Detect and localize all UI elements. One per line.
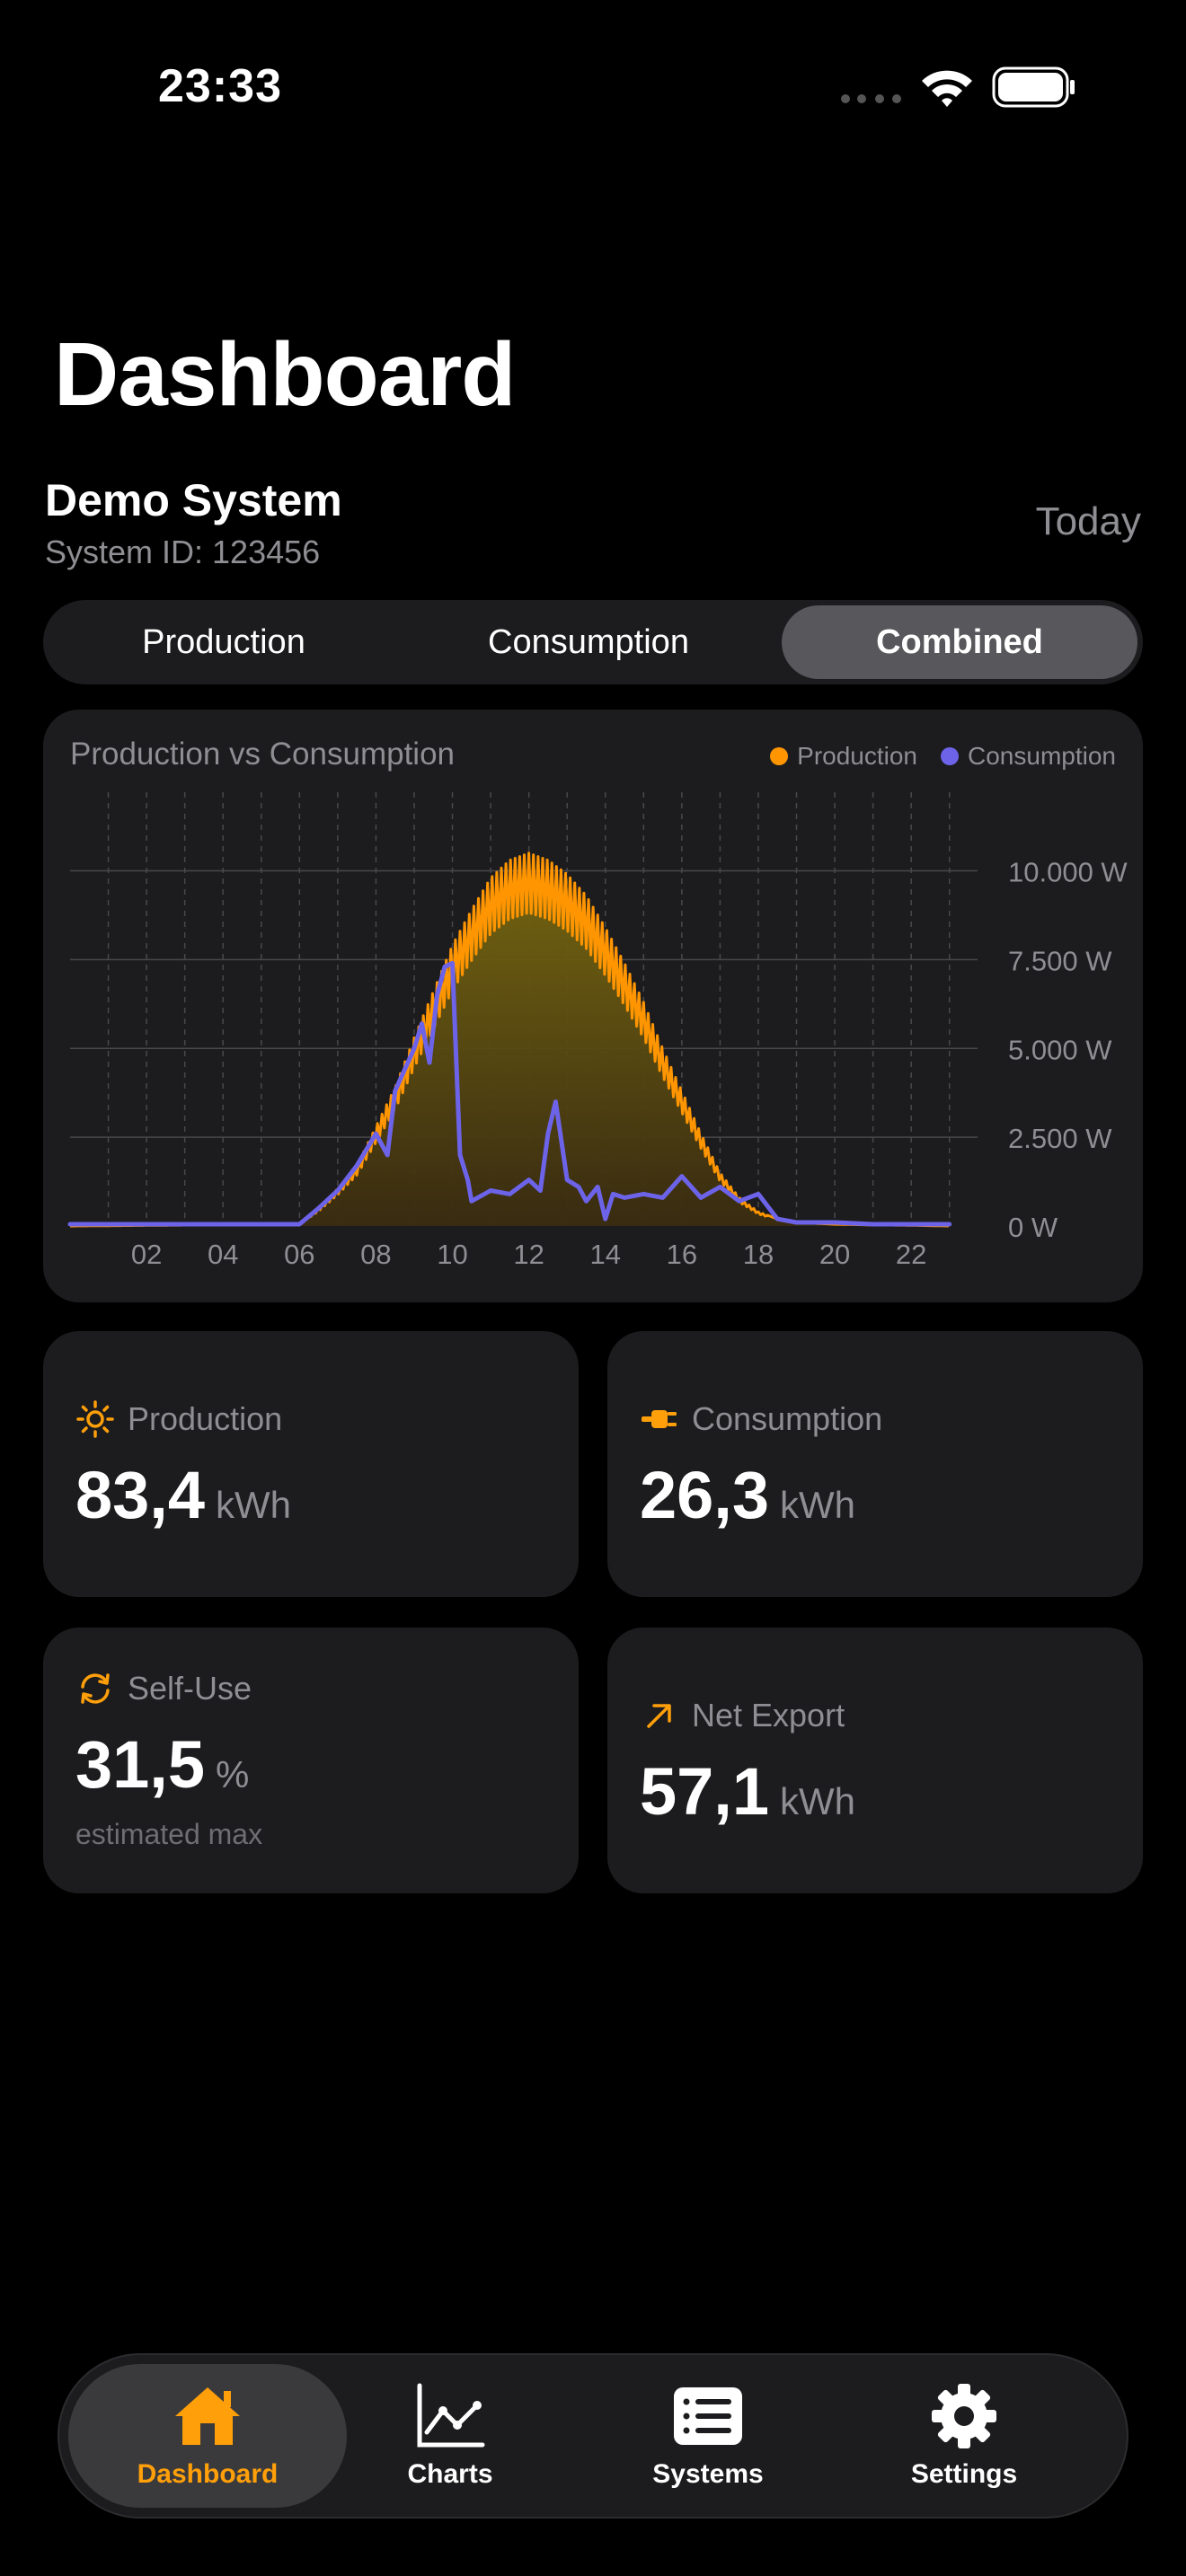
self-use-stat-label-row: Self-Use bbox=[75, 1669, 252, 1708]
consumption-stat-value-row: 26,3 kWh bbox=[640, 1457, 855, 1533]
arrow-up-right-icon bbox=[647, 1704, 671, 1728]
consumption-stat-card[interactable]: Consumption 26,3 kWh bbox=[607, 1331, 1143, 1597]
chart-card: 0 W 2.500 W 5.000 W 7.500 W 10.000 W 02 04 06 08… bbox=[43, 710, 1143, 1302]
x-tick-label: 08 bbox=[360, 1239, 391, 1270]
x-tick-label: 18 bbox=[743, 1239, 774, 1270]
production-stat-value: 83,4 bbox=[75, 1458, 206, 1532]
consumption-stat-label: Consumption bbox=[692, 1400, 883, 1437]
x-tick-label: 10 bbox=[437, 1239, 467, 1270]
net-export-stat-label-row: Net Export bbox=[640, 1696, 845, 1735]
self-use-stat-value-row: 31,5 % bbox=[75, 1726, 249, 1803]
production-stat-value-row: 83,4 kWh bbox=[75, 1457, 291, 1533]
net-export-stat-unit: kWh bbox=[780, 1780, 856, 1822]
tab-charts-label: Charts bbox=[407, 2459, 493, 2489]
y-tick-label: 2.500 W bbox=[1008, 1123, 1112, 1154]
x-tick-label: 04 bbox=[208, 1239, 238, 1270]
y-tick-label: 10.000 W bbox=[1008, 857, 1128, 888]
self-use-stat-value: 31,5 bbox=[75, 1727, 206, 1802]
period-selector[interactable]: Today bbox=[1035, 499, 1141, 543]
consumption-stat-label-row: Consumption bbox=[640, 1399, 882, 1439]
consumption-stat-value: 26,3 bbox=[640, 1458, 770, 1532]
consumption-line bbox=[67, 960, 952, 1227]
legend-consumption-label: Consumption bbox=[968, 742, 1116, 770]
production-consumption-chart: 0 W 2.500 W 5.000 W 7.500 W 10.000 W 02 04 06 08… bbox=[67, 792, 1128, 1270]
net-export-stat-label: Net Export bbox=[692, 1697, 845, 1734]
page-title: Dashboard bbox=[54, 324, 516, 425]
production-stat-unit: kWh bbox=[216, 1484, 292, 1526]
production-stat-card[interactable]: Production 83,4 kWh bbox=[43, 1331, 579, 1597]
legend-production: Production bbox=[770, 742, 917, 771]
status-bar: 23:33 bbox=[0, 0, 1186, 171]
tab-systems[interactable]: Systems bbox=[587, 2364, 829, 2508]
net-export-stat-value-row: 57,1 kWh bbox=[640, 1753, 855, 1830]
tab-dashboard[interactable]: Dashboard bbox=[68, 2364, 347, 2508]
y-tick-label: 7.500 W bbox=[1008, 945, 1112, 976]
production-stat-label-row: Production bbox=[75, 1399, 282, 1439]
tab-systems-label: Systems bbox=[652, 2459, 764, 2489]
list-icon bbox=[674, 2387, 742, 2445]
consumption-stat-unit: kWh bbox=[780, 1484, 856, 1526]
x-tick-label: 06 bbox=[284, 1239, 314, 1270]
status-time: 23:33 bbox=[158, 60, 282, 112]
wifi-icon bbox=[922, 70, 972, 107]
self-use-stat-unit: % bbox=[216, 1753, 250, 1795]
self-use-stat-label: Self-Use bbox=[128, 1670, 252, 1707]
x-tick-label: 14 bbox=[590, 1239, 621, 1270]
legend-consumption-dot bbox=[941, 747, 960, 765]
y-tick-label: 0 W bbox=[1008, 1212, 1058, 1243]
x-tick-label: 22 bbox=[896, 1239, 926, 1270]
production-area bbox=[70, 852, 950, 1226]
self-use-stat-card[interactable]: Self-Use 31,5 % estimated max bbox=[43, 1628, 579, 1893]
system-id: System ID: 123456 bbox=[45, 534, 321, 570]
plug-icon bbox=[642, 1410, 677, 1428]
x-tick-label: 20 bbox=[819, 1239, 850, 1270]
system-name: Demo System bbox=[45, 475, 342, 525]
tab-settings[interactable]: Settings bbox=[843, 2364, 1085, 2508]
net-export-stat-card[interactable]: Net Export 57,1 kWh bbox=[607, 1628, 1143, 1893]
sun-icon bbox=[76, 1400, 114, 1438]
line-chart-icon bbox=[417, 2383, 485, 2448]
chart-legend: Production Consumption bbox=[770, 742, 1116, 771]
net-export-stat-value: 57,1 bbox=[640, 1754, 770, 1829]
tab-bar: Dashboard Charts Systems bbox=[58, 2353, 1128, 2519]
segment-production[interactable]: Production bbox=[142, 622, 305, 661]
segment-consumption[interactable]: Consumption bbox=[488, 622, 689, 661]
refresh-icon bbox=[81, 1673, 110, 1704]
legend-consumption: Consumption bbox=[941, 742, 1116, 771]
tab-settings-label: Settings bbox=[910, 2459, 1018, 2489]
chart-title: Production vs Consumption bbox=[70, 737, 455, 772]
house-icon bbox=[175, 2387, 240, 2445]
x-tick-label: 02 bbox=[131, 1239, 162, 1270]
legend-production-label: Production bbox=[797, 742, 918, 770]
tab-dashboard-label: Dashboard bbox=[137, 2459, 279, 2489]
battery-icon bbox=[992, 66, 1075, 108]
y-tick-label: 5.000 W bbox=[1008, 1034, 1112, 1065]
view-segmented-control: Production Consumption Combined bbox=[43, 600, 1143, 684]
self-use-stat-subtitle: estimated max bbox=[75, 1818, 263, 1850]
x-tick-label: 16 bbox=[667, 1239, 697, 1270]
gear-icon bbox=[932, 2384, 996, 2448]
cellular-dots-icon bbox=[841, 94, 901, 103]
tab-charts[interactable]: Charts bbox=[329, 2364, 571, 2508]
legend-production-dot bbox=[770, 747, 789, 765]
segment-combined[interactable]: Combined bbox=[782, 605, 1137, 679]
x-tick-label: 12 bbox=[513, 1239, 544, 1270]
production-stat-label: Production bbox=[128, 1400, 283, 1437]
